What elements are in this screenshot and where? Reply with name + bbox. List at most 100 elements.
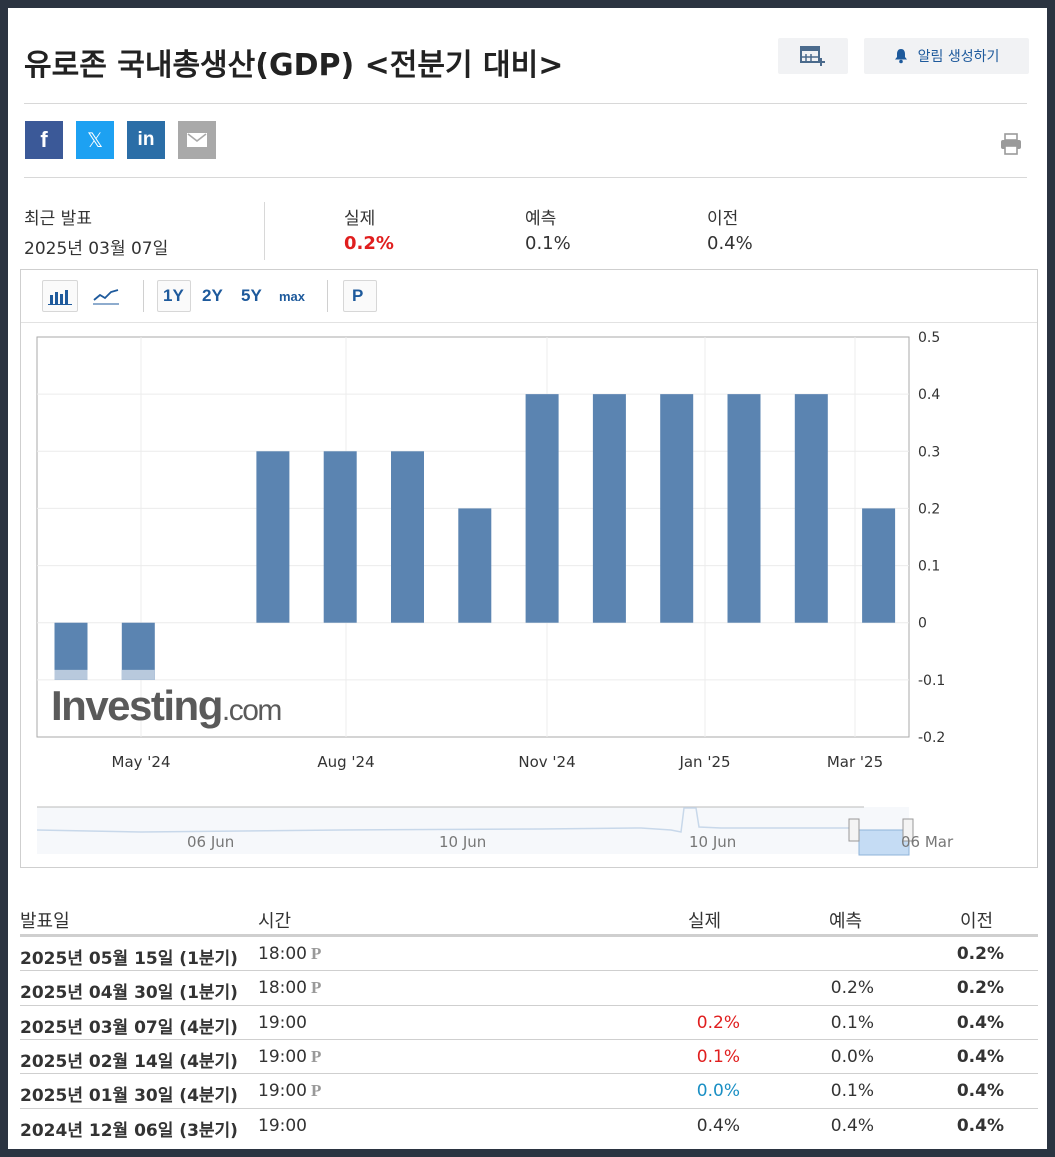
row-actual: 0.1%: [696, 1046, 740, 1067]
navigator-line: [36, 807, 909, 833]
navigator-label: 06 Mar: [901, 833, 954, 851]
toolbar-divider: [21, 322, 1037, 323]
bar: [323, 451, 357, 623]
table-row: 2025년 03월 07일 (4분기) 19:00 0.2% 0.1% 0.4%: [20, 1004, 1038, 1039]
navigator-label: 10 Jun: [689, 833, 736, 851]
bar-negative-cap: [54, 669, 88, 680]
divider: [24, 103, 1027, 104]
bar: [525, 394, 559, 623]
create-alert-label: 알림 생성하기: [917, 49, 1000, 65]
table-row: 2025년 01월 30일 (4분기) 19:00 P 0.0% 0.1% 0.4%: [20, 1073, 1038, 1107]
row-time-value: 18:00: [258, 978, 307, 999]
calendar-add-icon: [800, 46, 825, 66]
row-forecast: 0.4%: [830, 1115, 874, 1136]
header-time: 시간: [258, 911, 292, 932]
row-previous: 0.2%: [956, 978, 1004, 999]
preliminary-badge: P: [311, 944, 322, 963]
x-tick-label: May '24: [112, 753, 171, 771]
x-tick-label: Jan '25: [678, 753, 730, 771]
page-title: 유로존 국내총생산(GDP) <전분기 대비>: [24, 48, 564, 83]
watermark-brand: Investing: [51, 682, 222, 729]
print-button[interactable]: [1000, 133, 1022, 159]
range-5y-button[interactable]: 5Y: [241, 286, 262, 305]
y-tick-label: 0.5: [918, 330, 940, 346]
range-max-button[interactable]: max: [279, 289, 306, 304]
y-tick-label: 0.3: [918, 444, 940, 460]
toolbar-separator: [143, 280, 144, 312]
x-tick-label: Aug '24: [317, 753, 374, 771]
row-date: 2025년 04월 30일 (1분기): [20, 983, 238, 1004]
bar: [391, 451, 424, 623]
bar-chart-icon: [48, 290, 72, 305]
row-time: 19:00: [258, 1013, 307, 1033]
navigator-handle-right: [902, 818, 914, 842]
line-chart-toggle[interactable]: [88, 280, 124, 312]
row-previous: 0.4%: [956, 1115, 1004, 1136]
x-share-button[interactable]: 𝕏: [76, 121, 114, 159]
row-time: 18:00 P: [258, 944, 321, 964]
row-date: 2025년 03월 07일 (4분기): [20, 1017, 238, 1038]
row-time: 19:00 P: [258, 1047, 321, 1067]
row-date: 2025년 02월 14일 (4분기): [20, 1051, 238, 1072]
email-icon: [187, 133, 207, 147]
row-actual: 0.0%: [696, 1081, 740, 1102]
row-previous: 0.4%: [956, 1081, 1004, 1102]
bar: [458, 508, 492, 623]
row-time: 19:00: [258, 1116, 307, 1136]
forecast-value: 0.1%: [525, 233, 571, 254]
forecast-label: 예측: [525, 209, 557, 229]
facebook-share-button[interactable]: f: [25, 121, 63, 159]
row-time: 18:00 P: [258, 978, 321, 998]
page: 유로존 국내총생산(GDP) <전분기 대비> 알림 생성하기 f 𝕏 in: [8, 8, 1047, 1149]
bar-chart: 0.5 0.4 0.3 0.2 0.1 0 -0.1 -0.2 May '24 Aug '24 No…: [36, 330, 954, 856]
email-share-button[interactable]: [178, 121, 216, 159]
print-icon: [1001, 133, 1021, 155]
previous-label: 이전: [707, 209, 739, 229]
divider: [264, 202, 265, 260]
row-forecast: 0.0%: [830, 1046, 874, 1067]
navigator-handle-left: [848, 818, 860, 842]
row-forecast: 0.1%: [830, 1081, 874, 1102]
header-previous: 이전: [960, 911, 994, 932]
row-previous: 0.2%: [956, 944, 1004, 964]
row-time-value: 19:00: [258, 1046, 307, 1067]
navigator-selection: [858, 829, 910, 856]
actual-label: 실제: [344, 209, 376, 229]
add-to-calendar-button[interactable]: [778, 38, 848, 74]
x-tick-label: Mar '25: [827, 753, 883, 771]
preliminary-badge: P: [311, 978, 322, 998]
preliminary-toggle-label: P: [352, 286, 364, 305]
row-time-value: 19:00: [258, 1012, 307, 1033]
create-alert-button[interactable]: 알림 생성하기: [864, 38, 1029, 74]
latest-release-date: 2025년 03월 07일: [24, 239, 169, 259]
facebook-icon: f: [40, 127, 48, 152]
row-time: 19:00 P: [258, 1081, 321, 1101]
row-forecast: 0.2%: [830, 978, 874, 999]
row-date: 2025년 01월 30일 (4분기): [20, 1086, 238, 1107]
table-row: 2024년 12월 06일 (3분기) 19:00 0.4% 0.4% 0.4%: [20, 1107, 1038, 1142]
preliminary-toggle-button[interactable]: [343, 280, 377, 312]
bar: [592, 394, 626, 623]
header-forecast: 예측: [829, 911, 863, 932]
navigator-area: [37, 807, 909, 854]
bell-icon: [894, 49, 907, 64]
bar: [727, 394, 761, 623]
row-previous: 0.4%: [956, 1046, 1004, 1067]
header-date: 발표일: [20, 911, 70, 932]
linkedin-share-button[interactable]: in: [127, 121, 165, 159]
bar-chart-toggle[interactable]: [42, 280, 78, 312]
bar: [660, 394, 694, 623]
bar-negative-cap: [121, 669, 155, 680]
row-actual: 0.4%: [696, 1115, 740, 1136]
chart-panel: 1Y 2Y 5Y max P 0.5 0.4 0.3 0.2 0.1 0 -0.1 -0.2 M…: [20, 269, 1038, 868]
range-1y-button[interactable]: [157, 280, 191, 312]
x-tick-label: Nov '24: [518, 753, 575, 771]
row-time-value: 19:00: [258, 1115, 307, 1136]
header-actual: 실제: [688, 911, 722, 932]
range-2y-button[interactable]: 2Y: [202, 286, 223, 305]
navigator-label: 10 Jun: [439, 833, 486, 851]
table-row: 2025년 05월 15일 (1분기) 18:00 P 0.2%: [20, 936, 1038, 970]
header-rule: [20, 934, 1038, 936]
table-row: 2025년 02월 14일 (4분기) 19:00 P 0.1% 0.0% 0.4%: [20, 1038, 1038, 1073]
watermark-logo: Investing.com: [51, 682, 281, 729]
